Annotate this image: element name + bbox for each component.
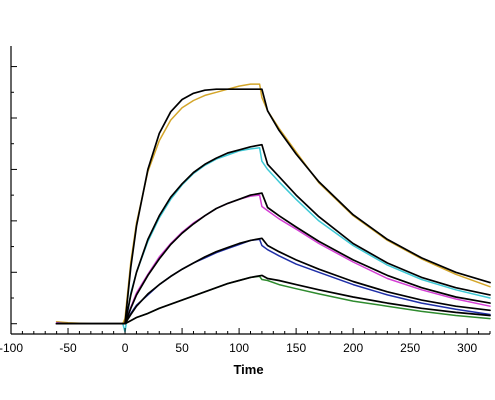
fit-curve [55,143,491,325]
x-tick-label: -50 [59,341,77,355]
x-tick-label: -100 [0,341,23,355]
x-tick-label: 100 [229,341,249,355]
fit-curve [55,88,491,325]
x-tick-label: 250 [400,341,420,355]
fit-curve [55,274,491,325]
fit-curve [55,192,491,325]
x-tick-label: 150 [286,341,306,355]
x-tick-label: 200 [343,341,363,355]
plot-area [55,83,491,333]
x-tick-label: 0 [122,341,129,355]
x-axis-title: Time [233,362,263,377]
fit-curve [55,237,491,325]
axes: -100 -50 0 50 100 150 200 250 300 [0,46,491,355]
x-tick-label: 50 [175,341,189,355]
x-tick-label: 300 [457,341,477,355]
measured-curve [55,147,491,333]
